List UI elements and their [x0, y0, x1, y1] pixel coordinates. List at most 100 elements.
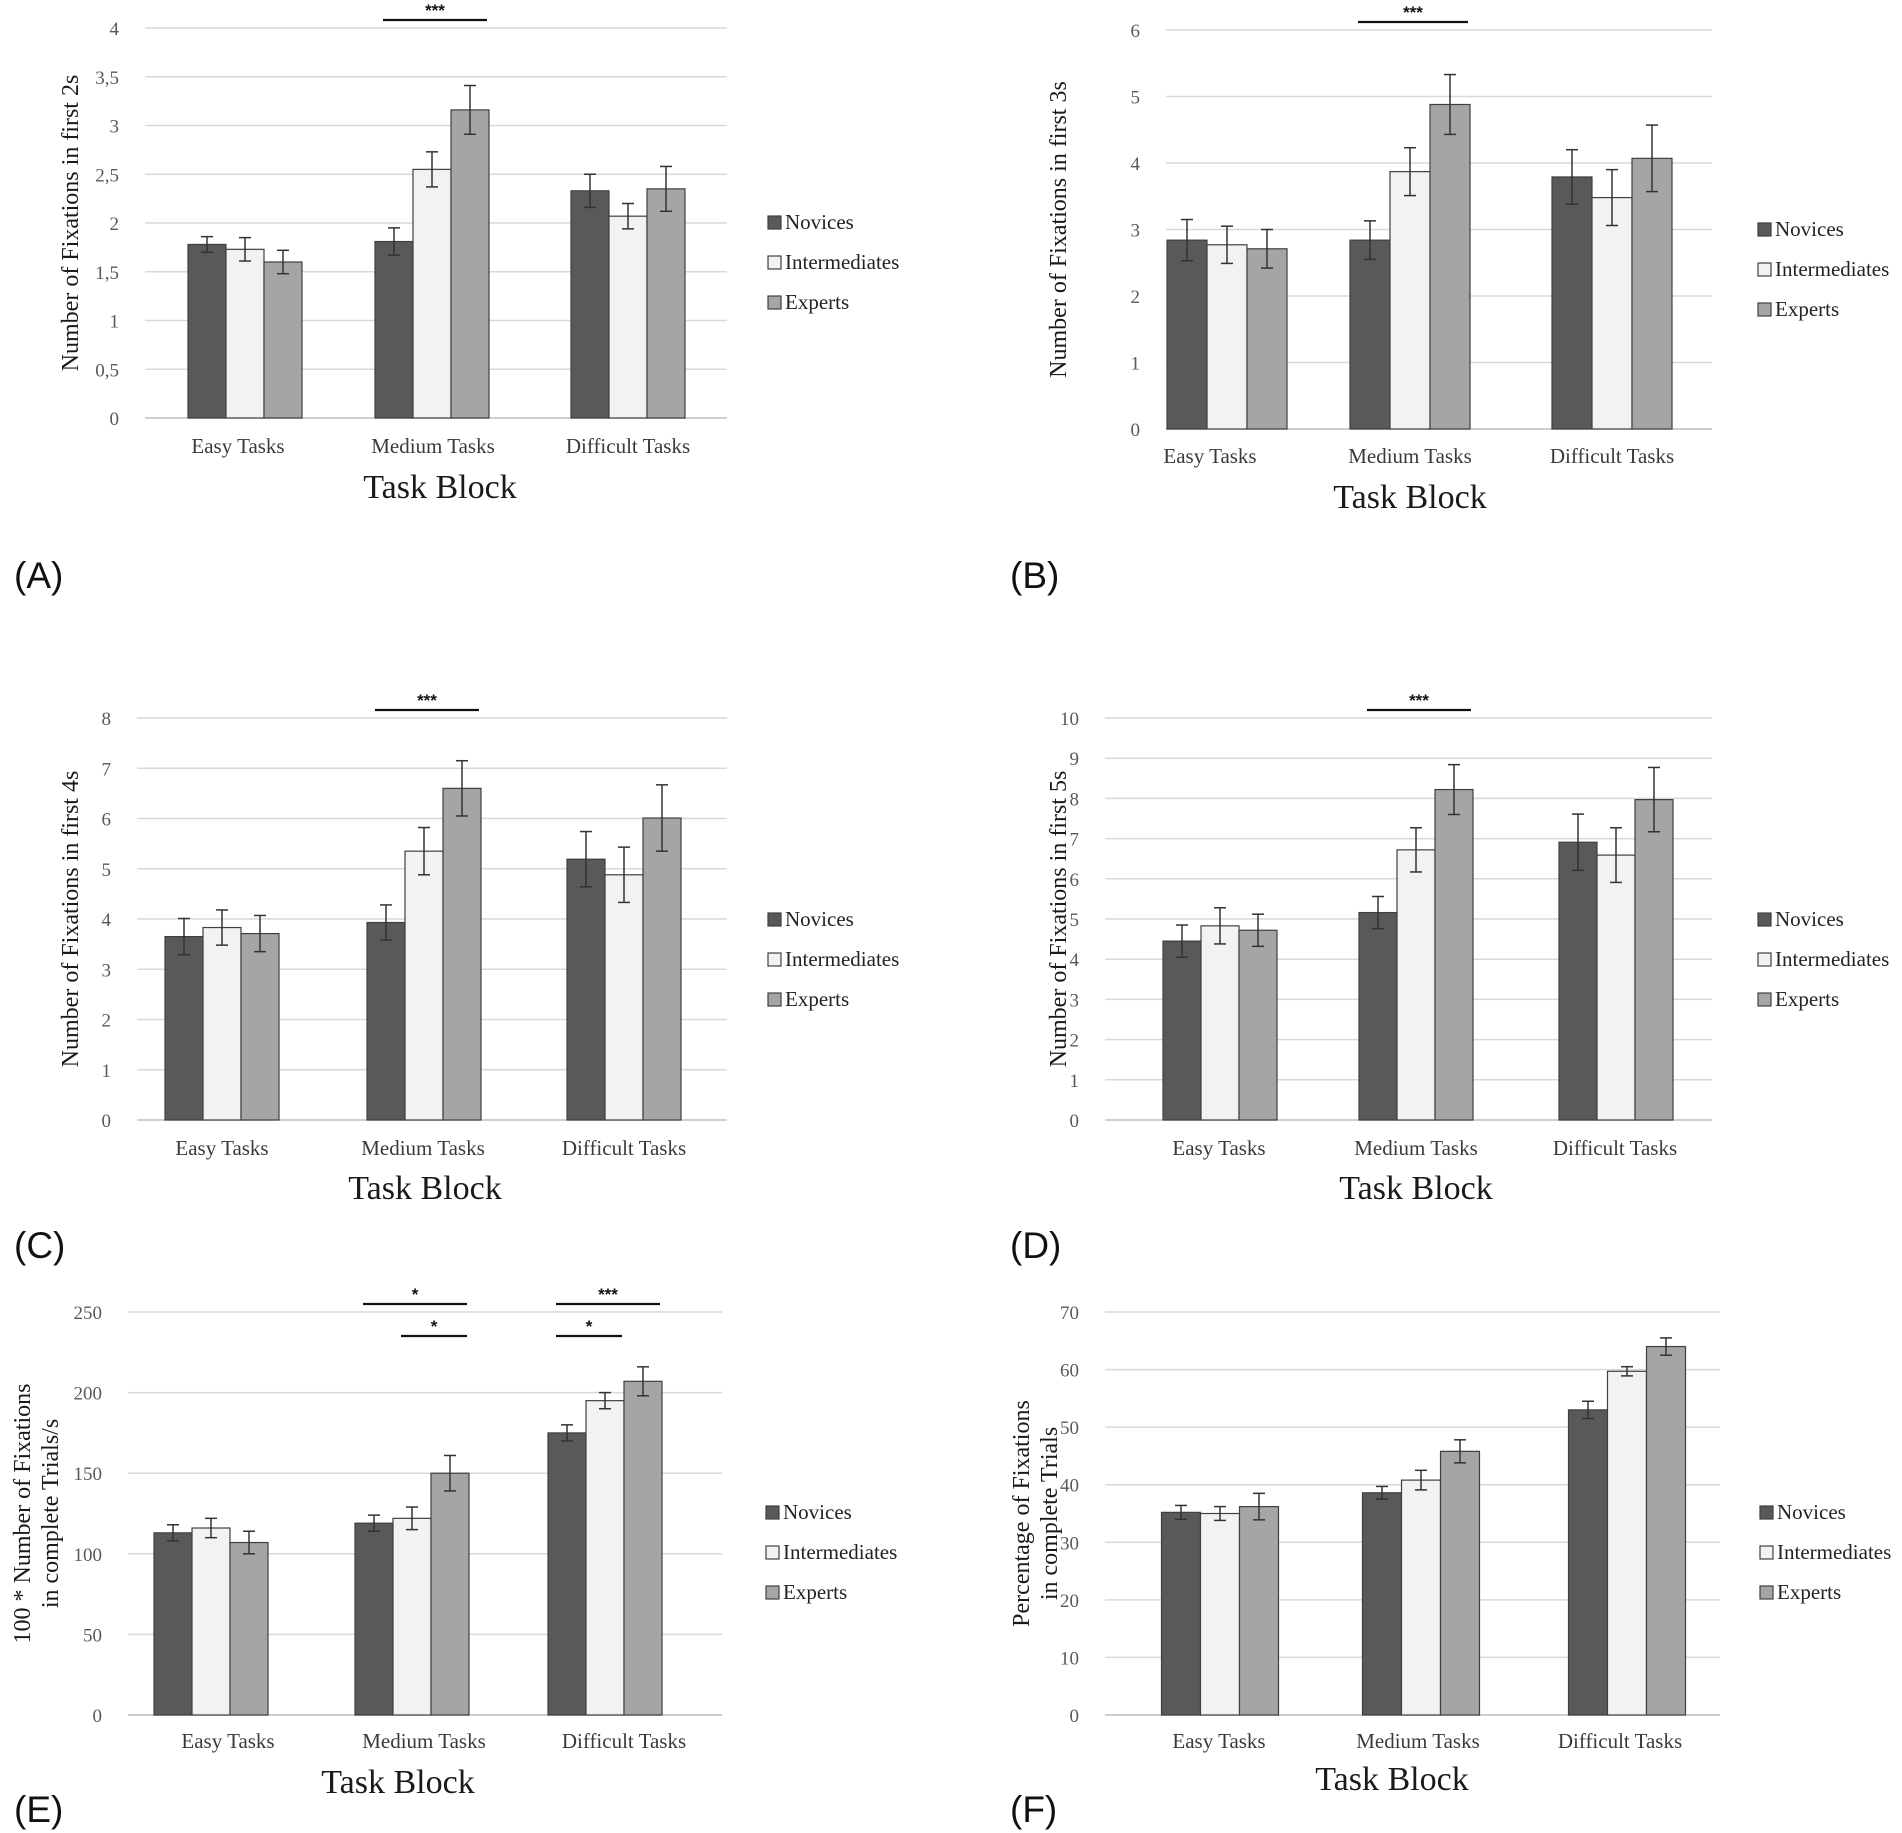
y-tick-label: 5: [1131, 88, 1141, 109]
significance-label: ***: [598, 1285, 618, 1304]
y-tick-label: 1: [110, 312, 120, 333]
bar-experts-2: [1434, 788, 1474, 1121]
bar-novices-2: [1349, 239, 1391, 430]
bar-novices-1: [164, 935, 204, 1121]
significance-label: ***: [417, 691, 437, 710]
bar-intermediates-2: [412, 168, 452, 419]
y-tick-label: 40: [1060, 1476, 1079, 1497]
legend-swatch-experts: [765, 1585, 780, 1600]
y-tick-label: 4: [1131, 154, 1141, 175]
chart-panel-e: 0 50 100 150 200 250 Easy Tasks Medium Tasks Dif…: [10, 1285, 897, 1830]
bar-experts-1: [1246, 248, 1288, 430]
bar-experts-1: [1238, 1505, 1280, 1716]
chart-panel-f: 0 10 20 30 40 50 60 70 Easy Tasks Medium Tasks Dif…: [1009, 1303, 1891, 1830]
bar-intermediates-2: [392, 1517, 432, 1716]
legend-label: Intermediates: [1775, 947, 1889, 971]
bar-novices-3: [1551, 176, 1593, 430]
y-tick-label: 250: [74, 1303, 103, 1324]
x-category-label: Easy Tasks: [1172, 1729, 1265, 1753]
legend-swatch-intermediates: [765, 1545, 780, 1560]
y-tick-label: 0: [102, 1111, 112, 1132]
y-tick-label: 2: [102, 1011, 112, 1032]
legend-swatch-novices: [765, 1505, 780, 1520]
x-category-label: Medium Tasks: [371, 434, 495, 458]
x-axis-title: Task Block: [1315, 1761, 1468, 1798]
panel-label: (E): [14, 1789, 63, 1830]
legend-label: Novices: [1775, 217, 1844, 241]
y-tick-label: 100: [74, 1545, 103, 1566]
x-category-label: Easy Tasks: [175, 1136, 268, 1160]
x-category-label: Difficult Tasks: [1558, 1729, 1682, 1753]
bar-intermediates-1: [202, 926, 242, 1121]
y-tick-label: 50: [1060, 1418, 1079, 1439]
y-axis-title: Number of Fixations in first 2s: [58, 75, 84, 372]
legend-label: Novices: [785, 210, 854, 234]
y-tick-label: 2: [1131, 287, 1141, 308]
y-tick-label: 6: [102, 810, 112, 831]
legend-swatch-novices: [1757, 912, 1772, 927]
bar-intermediates-3: [1606, 1370, 1648, 1716]
y-tick-label: 4: [1070, 950, 1080, 971]
legend-swatch-intermediates: [767, 952, 782, 967]
y-tick-label: 9: [1070, 749, 1080, 770]
bar-intermediates-2: [1389, 171, 1431, 430]
bar-intermediates-1: [1206, 244, 1248, 430]
y-tick-label: 0,5: [95, 360, 119, 381]
legend-label: Experts: [1775, 297, 1839, 321]
panel-label: (F): [1010, 1789, 1057, 1830]
bar-novices-1: [187, 243, 227, 419]
x-axis-title: Task Block: [321, 1764, 474, 1801]
x-category-label: Medium Tasks: [1356, 1729, 1480, 1753]
y-tick-label: 3: [1070, 990, 1080, 1011]
y-tick-label: 70: [1060, 1303, 1079, 1324]
y-tick-label: 6: [1070, 870, 1080, 891]
y-tick-label: 8: [102, 709, 112, 730]
x-category-label: Easy Tasks: [1172, 1136, 1265, 1160]
legend-swatch-intermediates: [1759, 1545, 1774, 1560]
significance-label: *: [586, 1317, 593, 1336]
y-tick-label: 10: [1060, 709, 1079, 730]
legend-label: Intermediates: [785, 947, 899, 971]
bar-experts-3: [1645, 1345, 1687, 1716]
bar-experts-1: [229, 1541, 269, 1716]
legend-swatch-intermediates: [767, 255, 782, 270]
y-axis-title: in complete Trials/s: [38, 1419, 64, 1608]
bar-intermediates-1: [191, 1527, 231, 1716]
legend-swatch-intermediates: [1757, 262, 1772, 277]
legend-swatch-experts: [1757, 302, 1772, 317]
x-category-label: Medium Tasks: [1354, 1136, 1478, 1160]
panel-label: (C): [14, 1225, 65, 1266]
x-category-label: Difficult Tasks: [1553, 1136, 1677, 1160]
y-axis-title: 100 * Number of Fixations: [10, 1384, 36, 1644]
bar-novices-3: [1567, 1409, 1609, 1716]
legend-label: Novices: [1777, 1500, 1846, 1524]
bar-intermediates-3: [1596, 854, 1636, 1121]
bar-novices-1: [1160, 1511, 1202, 1716]
bar-novices-1: [1162, 940, 1202, 1121]
chart-panel-d: 0 1 2 3 4 5 6 7 8 9 10 Easy Tasks Medium Tasks Diffic…: [1010, 691, 1889, 1266]
x-category-label: Difficult Tasks: [1550, 444, 1674, 468]
y-tick-label: 0: [1070, 1706, 1080, 1727]
legend-label: Novices: [783, 1500, 852, 1524]
bar-novices-2: [374, 240, 414, 419]
bar-intermediates-2: [404, 850, 444, 1121]
x-category-label: Difficult Tasks: [566, 434, 690, 458]
legend-label: Intermediates: [1777, 1540, 1891, 1564]
bar-experts-3: [646, 188, 686, 419]
panel-label: (A): [14, 555, 63, 596]
legend-label: Experts: [1775, 987, 1839, 1011]
x-axis-title: Task Block: [1339, 1170, 1492, 1207]
bar-experts-2: [1429, 103, 1471, 430]
bar-experts-2: [442, 787, 482, 1121]
y-tick-label: 8: [1070, 789, 1080, 810]
y-tick-label: 2: [110, 214, 120, 235]
significance-label: ***: [1409, 691, 1429, 710]
legend-label: Novices: [1775, 907, 1844, 931]
y-tick-label: 30: [1060, 1533, 1079, 1554]
significance-label: ***: [425, 1, 445, 20]
bar-novices-3: [547, 1432, 587, 1716]
bar-intermediates-3: [604, 874, 644, 1121]
bar-novices-3: [566, 858, 606, 1121]
legend-label: Intermediates: [783, 1540, 897, 1564]
legend-label: Intermediates: [785, 250, 899, 274]
